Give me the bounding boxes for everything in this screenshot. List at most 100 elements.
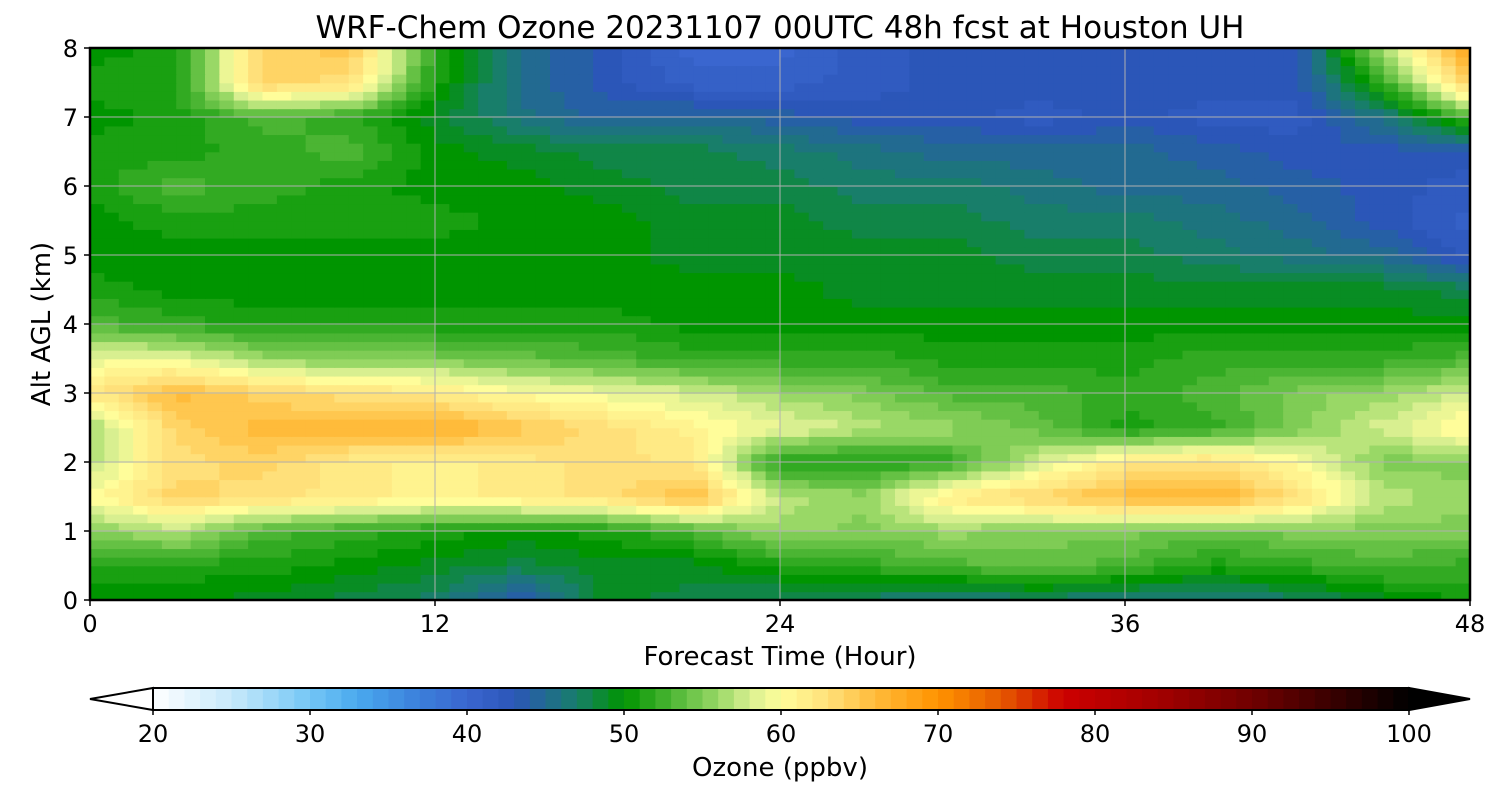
heatmap-cell — [808, 367, 824, 377]
heatmap-cell — [1455, 591, 1471, 601]
heatmap-cell — [176, 229, 192, 239]
heatmap-cell — [909, 375, 925, 386]
heatmap-cell — [736, 522, 753, 532]
heatmap-cell — [837, 341, 853, 351]
heatmap-cell — [636, 349, 652, 360]
heatmap-cell — [118, 358, 134, 368]
heatmap-cell — [1168, 410, 1184, 420]
heatmap-cell — [665, 255, 681, 265]
heatmap-cell — [1455, 341, 1471, 351]
heatmap-cell — [176, 280, 192, 291]
heatmap-cell — [521, 186, 537, 196]
heatmap-cell — [147, 470, 163, 481]
heatmap-cell — [90, 211, 106, 222]
heatmap-cell — [650, 487, 666, 498]
heatmap-cell — [736, 582, 753, 593]
heatmap-cell — [1355, 436, 1371, 446]
heatmap-cell — [593, 211, 609, 222]
heatmap-cell — [665, 341, 681, 351]
heatmap-cell — [1398, 237, 1414, 248]
heatmap-cell — [621, 177, 638, 187]
heatmap-cell — [923, 384, 939, 394]
heatmap-cell — [291, 487, 307, 498]
heatmap-cell — [161, 177, 178, 187]
heatmap-cell — [851, 332, 868, 343]
heatmap-cell — [736, 272, 753, 282]
heatmap-cell — [808, 349, 824, 360]
heatmap-cell — [262, 453, 278, 463]
heatmap-cell — [233, 401, 249, 412]
heatmap-cell — [780, 160, 796, 170]
heatmap-cell — [1096, 453, 1112, 463]
heatmap-cell — [377, 479, 393, 489]
heatmap-cell — [1412, 203, 1428, 213]
heatmap-cell — [248, 358, 264, 368]
heatmap-cell — [1081, 556, 1098, 567]
heatmap-cell — [1081, 246, 1098, 256]
heatmap-cell — [679, 462, 695, 472]
heatmap-cell — [190, 444, 206, 455]
heatmap-cell — [1225, 246, 1241, 256]
heatmap-cell — [1096, 479, 1112, 489]
heatmap-cell — [205, 496, 221, 506]
heatmap-cell — [1283, 306, 1299, 317]
heatmap-cell — [794, 160, 810, 170]
heatmap-cell — [233, 246, 249, 256]
heatmap-cell — [621, 565, 638, 575]
heatmap-cell — [118, 513, 134, 524]
heatmap-cell — [190, 263, 206, 274]
heatmap-cell — [1096, 289, 1112, 299]
heatmap-cell — [248, 160, 264, 170]
heatmap-cell — [1283, 375, 1299, 386]
heatmap-cell — [1038, 280, 1054, 291]
heatmap-cell — [880, 513, 896, 524]
heatmap-cell — [708, 367, 724, 377]
heatmap-cell — [866, 393, 882, 403]
heatmap-cell — [1412, 315, 1428, 325]
heatmap-cell — [1283, 436, 1299, 446]
heatmap-cell — [205, 393, 221, 403]
heatmap-cell — [1240, 177, 1256, 187]
heatmap-cell — [621, 393, 638, 403]
heatmap-cell — [923, 574, 939, 584]
heatmap-cell — [104, 306, 120, 317]
heatmap-cell — [1355, 272, 1371, 282]
heatmap-cell — [708, 522, 724, 532]
heatmap-cell — [578, 401, 594, 412]
heatmap-cell — [1010, 505, 1026, 515]
heatmap-cell — [1139, 367, 1155, 377]
heatmap-cell — [1283, 289, 1299, 299]
heatmap-cell — [1240, 410, 1256, 420]
heatmap-cell — [377, 203, 393, 213]
heatmap-cell — [550, 410, 566, 420]
heatmap-cell — [176, 194, 192, 205]
heatmap-cell — [1168, 565, 1184, 575]
heatmap-cell — [981, 367, 997, 377]
heatmap-cell — [1455, 186, 1471, 196]
heatmap-cell — [1297, 436, 1313, 446]
heatmap-cell — [1024, 255, 1040, 265]
heatmap-cell — [1110, 393, 1126, 403]
heatmap-cell — [966, 375, 983, 386]
heatmap-cell — [1053, 505, 1069, 515]
heatmap-cell — [391, 548, 408, 558]
heatmap-cell — [1455, 280, 1471, 291]
heatmap-cell — [751, 393, 767, 403]
heatmap-cell — [377, 427, 393, 437]
heatmap-cell — [391, 341, 408, 351]
heatmap-cell — [449, 496, 465, 506]
heatmap-cell — [104, 298, 120, 308]
heatmap-cell — [578, 513, 594, 524]
heatmap-cell — [722, 522, 738, 532]
heatmap-cell — [823, 591, 839, 601]
heatmap-cell — [1110, 531, 1126, 541]
heatmap-cell — [1153, 332, 1169, 343]
heatmap-cell — [1254, 280, 1270, 291]
heatmap-cell — [1268, 453, 1284, 463]
heatmap-cell — [1096, 522, 1112, 532]
heatmap-cell — [995, 220, 1011, 230]
heatmap-cell — [1311, 375, 1328, 386]
heatmap-cell — [780, 341, 796, 351]
heatmap-cell — [880, 418, 896, 429]
heatmap-cell — [176, 401, 192, 412]
